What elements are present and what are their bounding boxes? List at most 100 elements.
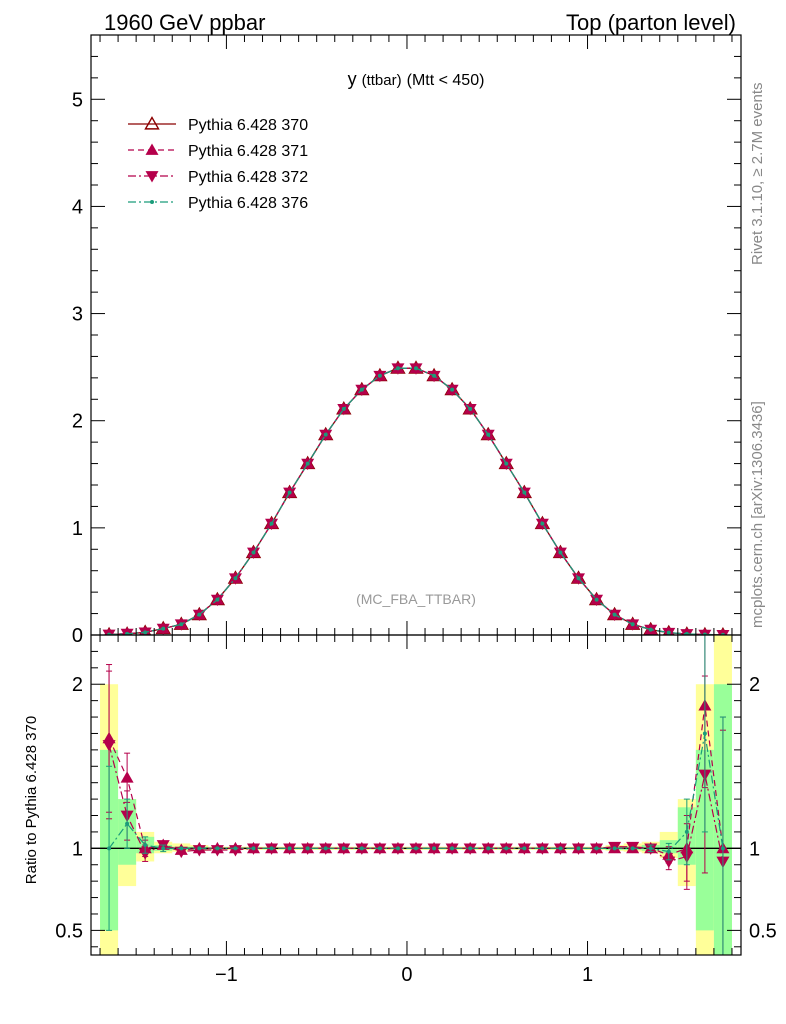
ratio-ylabel: Ratio to Pythia 6.428 370 bbox=[23, 716, 40, 884]
main-plot-axes: 0 1 2 3 4 5 bbox=[72, 34, 742, 647]
ratio-point bbox=[287, 846, 292, 851]
y-tick-label: 5 bbox=[72, 89, 83, 111]
data-point bbox=[522, 490, 527, 495]
ratio-point bbox=[215, 846, 220, 851]
ratio-point bbox=[594, 846, 599, 851]
plot-title: y (ttbar) (Mtt < 450) bbox=[348, 69, 485, 89]
legend-entry: Pythia 6.428 370 bbox=[188, 117, 308, 134]
data-point bbox=[377, 373, 382, 378]
ratio-point bbox=[432, 846, 437, 851]
legend-marker bbox=[145, 171, 159, 183]
ratio-point bbox=[558, 846, 563, 851]
y-tick-label: 2 bbox=[72, 674, 83, 696]
data-point bbox=[684, 631, 689, 635]
y-tick-label: 0.5 bbox=[55, 920, 83, 942]
ratio-point bbox=[161, 846, 166, 851]
ratio-point bbox=[486, 846, 491, 851]
main-plot-data bbox=[102, 360, 730, 635]
x-tick-label: −1 bbox=[215, 964, 238, 986]
ratio-point bbox=[341, 846, 346, 851]
ratio-point bbox=[702, 731, 707, 736]
data-point bbox=[576, 576, 581, 581]
ratio-point bbox=[143, 843, 148, 848]
header-right: Top (parton level) bbox=[566, 10, 736, 35]
ratio-point bbox=[197, 846, 202, 851]
data-point bbox=[698, 629, 712, 635]
data-point bbox=[666, 630, 671, 635]
rivet-label: Rivet 3.1.10, ≥ 2.7M events bbox=[749, 83, 766, 266]
y-tick-label-right: 0.5 bbox=[749, 920, 777, 942]
ratio-point bbox=[233, 846, 238, 851]
data-point bbox=[395, 366, 400, 371]
ratio-point bbox=[125, 821, 130, 826]
ratio-point bbox=[179, 846, 184, 851]
ratio-point bbox=[450, 846, 455, 851]
ratio-point bbox=[251, 846, 256, 851]
data-point bbox=[287, 490, 292, 495]
ratio-point bbox=[359, 846, 364, 851]
data-point bbox=[323, 432, 328, 437]
data-point bbox=[341, 406, 346, 411]
data-point bbox=[504, 461, 509, 466]
analysis-watermark: (MC_FBA_TTBAR) bbox=[356, 591, 476, 607]
data-point bbox=[161, 626, 166, 631]
ratio-point bbox=[684, 829, 689, 834]
ratio-plot-data bbox=[91, 635, 741, 955]
data-point bbox=[716, 630, 730, 635]
data-point bbox=[359, 387, 364, 392]
data-point bbox=[179, 622, 184, 627]
ratio-line-3 bbox=[108, 733, 724, 853]
ratio-point bbox=[666, 849, 671, 854]
ratio-line-1 bbox=[108, 705, 724, 856]
data-point bbox=[540, 521, 545, 526]
ratio-point bbox=[269, 846, 274, 851]
y-tick-label: 4 bbox=[72, 196, 83, 218]
data-point bbox=[432, 373, 437, 378]
data-point bbox=[125, 631, 130, 635]
ratio-point bbox=[174, 846, 188, 859]
mcplots-label: mcplots.cern.ch [arXiv:1306.3436] bbox=[749, 401, 766, 628]
ratio-plot-frame bbox=[90, 634, 742, 956]
ratio-point bbox=[138, 848, 152, 860]
y-tick-label: 1 bbox=[72, 838, 83, 860]
ratio-plot-clip bbox=[91, 635, 741, 955]
legend-entry: Pythia 6.428 376 bbox=[188, 195, 308, 212]
ratio-point bbox=[323, 846, 328, 851]
data-point bbox=[143, 630, 148, 635]
data-point bbox=[558, 550, 563, 555]
data-point bbox=[486, 432, 491, 437]
data-point bbox=[450, 387, 455, 392]
x-tick-label: 0 bbox=[401, 964, 412, 986]
ratio-point bbox=[377, 846, 382, 851]
data-point bbox=[102, 629, 116, 635]
ratio-point bbox=[630, 846, 635, 851]
ratio-point bbox=[102, 740, 116, 752]
legend: Pythia 6.428 370 Pythia 6.428 371 Pythia 6… bbox=[128, 116, 308, 212]
data-point bbox=[269, 521, 274, 526]
x-tick-label: 1 bbox=[582, 964, 593, 986]
y-tick-label: 2 bbox=[72, 411, 83, 433]
ratio-point bbox=[107, 846, 112, 851]
y-tick-label: 1 bbox=[72, 518, 83, 540]
data-point bbox=[414, 366, 418, 371]
legend-marker bbox=[144, 116, 160, 130]
ratio-point bbox=[468, 846, 473, 851]
data-point bbox=[305, 461, 310, 466]
data-point bbox=[233, 576, 238, 581]
y-tick-label-right: 1 bbox=[749, 838, 760, 860]
ratio-point bbox=[576, 846, 581, 851]
ratio-point bbox=[522, 846, 527, 851]
y-tick-label-right: 2 bbox=[749, 674, 760, 696]
data-point bbox=[468, 406, 473, 411]
ratio-point bbox=[504, 846, 509, 851]
ratio-point bbox=[648, 846, 653, 851]
main-plot-panel: 0 1 2 3 4 5 y (ttbar) (Mtt < 450) (MC_FBA_TTB… bbox=[72, 34, 742, 647]
legend-entry: Pythia 6.428 371 bbox=[188, 143, 308, 160]
legend-marker bbox=[145, 143, 159, 155]
ratio-point bbox=[395, 846, 400, 851]
data-point bbox=[648, 627, 653, 632]
data-point bbox=[197, 612, 202, 617]
ratio-point bbox=[720, 846, 725, 851]
data-point bbox=[251, 550, 256, 555]
ratio-plot-panel: 0.5 0.5 1 1 2 2 −1 0 1 Ratio to Pythia 6.428 370 bbox=[23, 634, 777, 986]
